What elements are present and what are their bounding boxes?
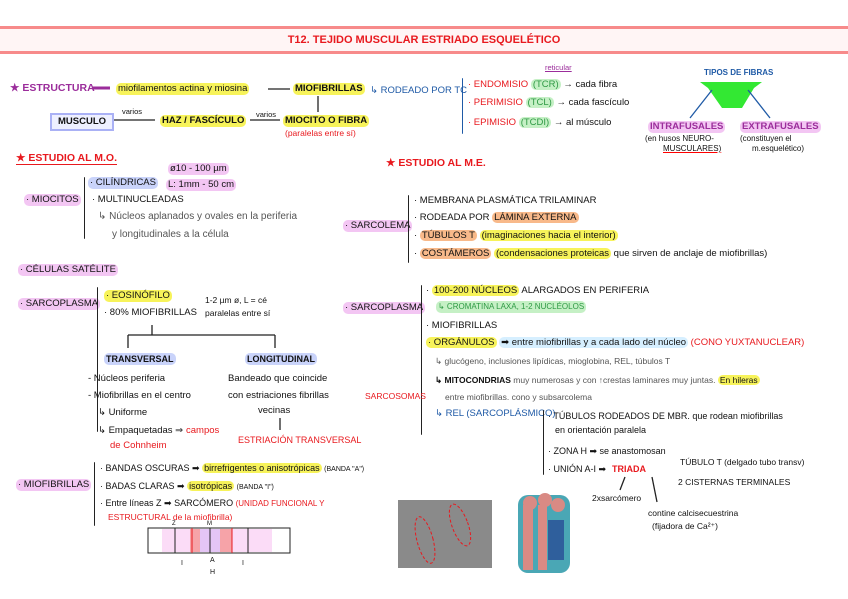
sarcosomas-label: SARCOSOMAS <box>365 391 426 401</box>
mo-sarcoplasma: · SARCOPLASMA <box>18 298 101 310</box>
mo-heading: ★ ESTUDIO AL M.O. <box>16 152 118 165</box>
varios-label: varios <box>256 110 277 119</box>
sarcolema-item: · RODEADA POR LÁMINA EXTERNA <box>414 212 579 223</box>
i-band-label: I <box>242 560 244 567</box>
z-line-label: Z <box>172 521 176 527</box>
longitudinal-heading: LONGITUDINAL <box>245 353 317 365</box>
miofibrillas: MIOFIBRILLAS <box>293 83 365 95</box>
extra-note: m.esquelético) <box>752 144 805 153</box>
sarcoplasma-item: · 100-200 NÚCLEOS ALARGADOS EN PERIFERIA <box>426 285 650 296</box>
longitudinal-item: vecinas <box>258 405 291 416</box>
epimisio-row: · EPIMISIO (TCDI) → al músculo <box>468 117 612 128</box>
longitudinal-item: Bandeado que coincide <box>228 373 328 384</box>
a-band-label: A <box>210 557 215 564</box>
triada-detail: 2xsarcómero <box>592 493 642 503</box>
bandas-claras: · BADAS CLARAS ➡ isotrópicas (BANDA "I") <box>100 481 274 491</box>
transversal-heading: TRANSVERSAL <box>104 353 176 365</box>
miofibrillas-80: · 80% MIOFIBRILLAS <box>104 307 197 318</box>
campos-cohnheim: de Cohnheim <box>110 440 167 451</box>
celulas-satelite: · CÉLULAS SATÉLITE <box>18 264 118 276</box>
sarcolema-item: · COSTÁMEROS (condensaciones proteicas q… <box>414 248 768 259</box>
rel-item: en orientación paralela <box>555 425 647 435</box>
sarcolema-item: · TÚBULOS T (imaginaciones hacia el inte… <box>414 230 618 241</box>
bandas-oscuras: · BANDAS OSCURAS ➡ birrefrigentes o anis… <box>100 463 365 473</box>
sarcoplasma-item: · ORGÁNULOS ➡ entre miofibrillas y a cad… <box>426 337 805 348</box>
endomisio-row: · ENDOMISIO (TCR) → cada fibra <box>468 79 618 90</box>
me-sarcoplasma: · SARCOPLASMA <box>343 302 426 314</box>
longitudinal-item: con estriaciones fibrillas <box>228 390 329 401</box>
tipos-fibras-title: TIPOS DE FIBRAS <box>704 68 774 77</box>
sarcomero-note: ESTRUCTURAL de la miofibrilla) <box>108 512 233 522</box>
h-zone-label: H <box>210 569 216 576</box>
mitocondrias-note: entre miofibrillas. cono y subsarcolema <box>445 392 592 402</box>
triada-detail: 2 CISTERNAS TERMINALES <box>678 477 791 487</box>
transversal-item: - Miofibrillas en el centro <box>88 390 191 401</box>
intra-note: MUSCULARES) <box>663 144 722 153</box>
reticular-note: reticular <box>545 63 572 72</box>
mo-miofibrillas: · MIOFIBRILLAS <box>16 479 92 491</box>
calcisecuestrina-note: (fijadora de Ca²⁺) <box>652 521 718 531</box>
miofib-detail: paralelas entre sí <box>205 308 271 318</box>
haz-fasciculo: HAZ / FASCÍCULO <box>160 115 247 127</box>
eosinofilo: · EOSINÓFILO <box>104 290 172 302</box>
title-bar: T12. TEJIDO MUSCULAR ESTRIADO ESQUELÉTIC… <box>0 26 848 54</box>
estructura-heading: ★ ESTRUCTURA <box>10 82 95 94</box>
micrograph-image <box>398 500 492 568</box>
calcisecuestrina-note: contine calcisecuestrina <box>648 508 739 518</box>
transversal-item: ↳ Uniforme <box>98 407 148 418</box>
estriacion-transversal: ESTRIACIÓN TRANSVERSAL <box>238 435 362 445</box>
me-heading: ★ ESTUDIO AL M.E. <box>386 157 486 169</box>
rel-item: · TÚBULOS RODEADOS DE MBR. que rodean mi… <box>548 411 783 421</box>
triada: TRIADA <box>612 464 646 474</box>
transversal-item: ↳ Empaquetadas ⇒ <box>98 425 184 436</box>
extra-note: (constituyen el <box>740 134 792 143</box>
organulos-note: ↳ glucógeno, inclusiones lipídicas, miog… <box>435 356 671 366</box>
paralelas-note: (paralelas entre sí) <box>285 128 356 138</box>
intra-note: (en husos NEURO- <box>645 134 714 143</box>
campos-cohnheim: campos <box>186 425 220 436</box>
fibers-triangle <box>700 82 762 108</box>
rel-label: ↳ REL (SARCOPLÁSMICO) <box>435 408 556 419</box>
cromatina-note: ↳ CROMATINA LAXA, 1-2 NUCLÉOLOS <box>436 301 587 313</box>
sarcoplasma-item: · MIOFIBRILLAS <box>426 320 498 331</box>
rel-item: · UNIÓN A-I ➡ <box>548 464 607 474</box>
perimisio-row: · PERIMISIO (TCL) → cada fascículo <box>468 97 630 108</box>
miofib-detail: 1-2 µm ø, L = cé <box>205 295 267 305</box>
sarcomere-diagram <box>147 527 291 554</box>
musculo-box: MUSCULO <box>50 113 115 131</box>
varios-label: varios <box>122 107 143 116</box>
sarcolema-item: · MEMBRANA PLASMÁTICA TRILAMINAR <box>414 195 597 206</box>
cilindricas: · CILÍNDRICAS <box>88 177 158 189</box>
multinucleadas: · MULTINUCLEADAS <box>92 194 184 205</box>
miocitos: · MIOCITOS <box>24 194 81 206</box>
m-line-label: M <box>207 521 212 527</box>
transversal-item: - Núcleos periferia <box>88 373 166 384</box>
i-band-label: I <box>181 560 183 567</box>
nucleos-note: ↳ Núcleos aplanados y ovales en la perif… <box>98 211 298 222</box>
sarcomero: · Entre líneas Z ➡ SARCÓMERO (UNIDAD FUN… <box>100 498 325 508</box>
sarcolema: · SARCOLEMA <box>343 220 413 232</box>
miofilamentos: miofilamentos actina y miosina <box>116 83 250 95</box>
extrafusales: EXTRAFUSALES <box>740 121 821 133</box>
diametro: ø10 - 100 µm <box>168 163 229 175</box>
mitocondrias-note: ↳ MITOCONDRIAS muy numerosas y con ↑cres… <box>435 375 760 385</box>
rodeado-label: ↳ RODEADO POR TC <box>370 85 467 96</box>
rel-item: · ZONA H ➡ se anastomosan <box>548 446 666 456</box>
intrafusales: INTRAFUSALES <box>648 121 726 133</box>
longitud: L: 1mm - 50 cm <box>166 179 236 191</box>
nucleos-note: y longitudinales a la célula <box>112 229 229 240</box>
triada-detail: TÚBULO T (delgado tubo transv) <box>680 457 805 467</box>
page-title: T12. TEJIDO MUSCULAR ESTRIADO ESQUELÉTIC… <box>287 34 561 46</box>
miocito: MIOCITO O FIBRA <box>283 115 370 127</box>
